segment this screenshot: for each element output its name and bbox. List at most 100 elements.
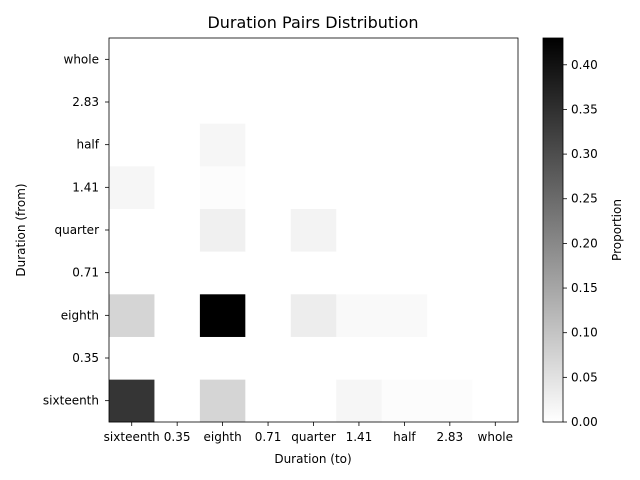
x-tick-label: 0.71 — [255, 430, 282, 444]
heatmap-cell — [472, 251, 519, 295]
heatmap-cell — [427, 38, 473, 81]
x-tick-label: 0.35 — [164, 430, 191, 444]
x-tick-label: half — [393, 430, 416, 444]
heatmap-cell — [472, 166, 519, 209]
heatmap-cell — [290, 208, 337, 252]
heatmap-cell — [427, 208, 473, 252]
heatmap-cell — [109, 80, 155, 124]
heatmap-cell — [336, 251, 382, 295]
colorbar-tick-label: 0.05 — [571, 370, 598, 384]
heatmap-cell — [109, 123, 155, 167]
heatmap-cell — [245, 166, 292, 209]
heatmap-cell — [290, 80, 337, 124]
heatmap-cell — [381, 123, 428, 167]
x-axis-label: Duration (to) — [274, 452, 351, 466]
y-axis-ticks: sixteenth 0.35 eighth 0.71 quarter 1.41 half 2.… — [43, 52, 109, 408]
heatmap-cell — [427, 80, 473, 124]
heatmap-cell — [472, 38, 519, 81]
colorbar-tick-label: 0.30 — [571, 147, 598, 161]
x-axis-ticks: sixteenth 0.35 eighth 0.71 quarter 1.41 half 2.… — [104, 422, 513, 444]
heatmap-cell — [245, 38, 292, 81]
heatmap-cell — [336, 38, 382, 81]
y-axis-label: Duration (from) — [14, 183, 28, 276]
heatmap-cell — [154, 208, 201, 252]
y-tick-label: 1.41 — [72, 180, 99, 194]
heatmap-cell — [109, 251, 155, 295]
heatmap-cell — [245, 379, 292, 423]
colorbar-ticks: 0.00 0.05 0.10 0.15 0.20 0.25 0.30 0.35 0.40 — [563, 58, 598, 429]
y-tick-label: whole — [64, 52, 99, 66]
y-tick-label: eighth — [61, 308, 99, 322]
colorbar-tick-label: 0.25 — [571, 192, 598, 206]
heatmap-cell — [154, 336, 201, 380]
heatmap-cell — [109, 166, 155, 209]
heatmap-cell — [290, 123, 337, 167]
heatmap-cell — [199, 123, 246, 167]
heatmap-cell — [245, 294, 292, 337]
x-tick-label: eighth — [203, 430, 241, 444]
heatmap-cell — [109, 294, 155, 337]
x-tick-label: sixteenth — [104, 430, 160, 444]
heatmap-cell — [427, 294, 473, 337]
colorbar-tick-label: 0.10 — [571, 326, 598, 340]
heatmap-cell — [245, 336, 292, 380]
heatmap-cell — [199, 80, 246, 124]
x-tick-label: quarter — [291, 430, 336, 444]
heatmap-cell — [336, 80, 382, 124]
heatmap-cell — [472, 123, 519, 167]
x-tick-label: whole — [478, 430, 513, 444]
y-tick-label: quarter — [54, 223, 99, 237]
y-tick-label: 2.83 — [72, 95, 99, 109]
heatmap-cell — [199, 166, 246, 209]
colorbar-tick-label: 0.40 — [571, 58, 598, 72]
colorbar-label: Proportion — [610, 199, 624, 261]
heatmap-cell — [199, 251, 246, 295]
heatmap-cell — [472, 294, 519, 337]
heatmap-cell — [154, 166, 201, 209]
heatmap-cell — [290, 379, 337, 423]
heatmap-cell — [109, 336, 155, 380]
heatmap-cell — [290, 38, 337, 81]
heatmap-cell — [336, 166, 382, 209]
heatmap-cell — [199, 336, 246, 380]
x-tick-label: 1.41 — [346, 430, 373, 444]
heatmap-cell — [381, 208, 428, 252]
heatmap-cell — [245, 208, 292, 252]
heatmap-cell — [472, 379, 519, 423]
heatmap-cell — [336, 294, 382, 337]
heatmap-cell — [336, 208, 382, 252]
heatmap-cell — [427, 166, 473, 209]
heatmap-cell — [154, 379, 201, 423]
heatmap-cell — [381, 80, 428, 124]
y-tick-label: half — [76, 138, 99, 152]
heatmap-cell — [154, 123, 201, 167]
heatmap-cell — [381, 294, 428, 337]
heatmap-cell — [290, 336, 337, 380]
colorbar-tick-label: 0.35 — [571, 102, 598, 116]
colorbar-tick-label: 0.15 — [571, 281, 598, 295]
heatmap-cell — [290, 294, 337, 337]
heatmap-cell — [336, 123, 382, 167]
heatmap-cell — [154, 294, 201, 337]
heatmap-cell — [199, 208, 246, 252]
heatmap-cell — [381, 251, 428, 295]
heatmap-cell — [154, 38, 201, 81]
y-tick-label: 0.35 — [72, 351, 99, 365]
heatmap-cell — [427, 251, 473, 295]
heatmap-cell — [290, 251, 337, 295]
chart-title: Duration Pairs Distribution — [207, 13, 418, 32]
y-tick-label: 0.71 — [72, 266, 99, 280]
x-tick-label: 2.83 — [436, 430, 463, 444]
colorbar — [542, 37, 564, 423]
heatmap-cell — [336, 379, 382, 423]
y-tick-label: sixteenth — [43, 394, 99, 408]
heatmap-cell — [472, 80, 519, 124]
heatmap-cell — [336, 336, 382, 380]
heatmap-cell — [381, 38, 428, 81]
heatmap-cell — [245, 80, 292, 124]
heatmap-cell — [472, 336, 519, 380]
heatmap-cell — [109, 208, 155, 252]
heatmap-cell — [109, 379, 155, 423]
colorbar-tick-label: 0.20 — [571, 236, 598, 250]
